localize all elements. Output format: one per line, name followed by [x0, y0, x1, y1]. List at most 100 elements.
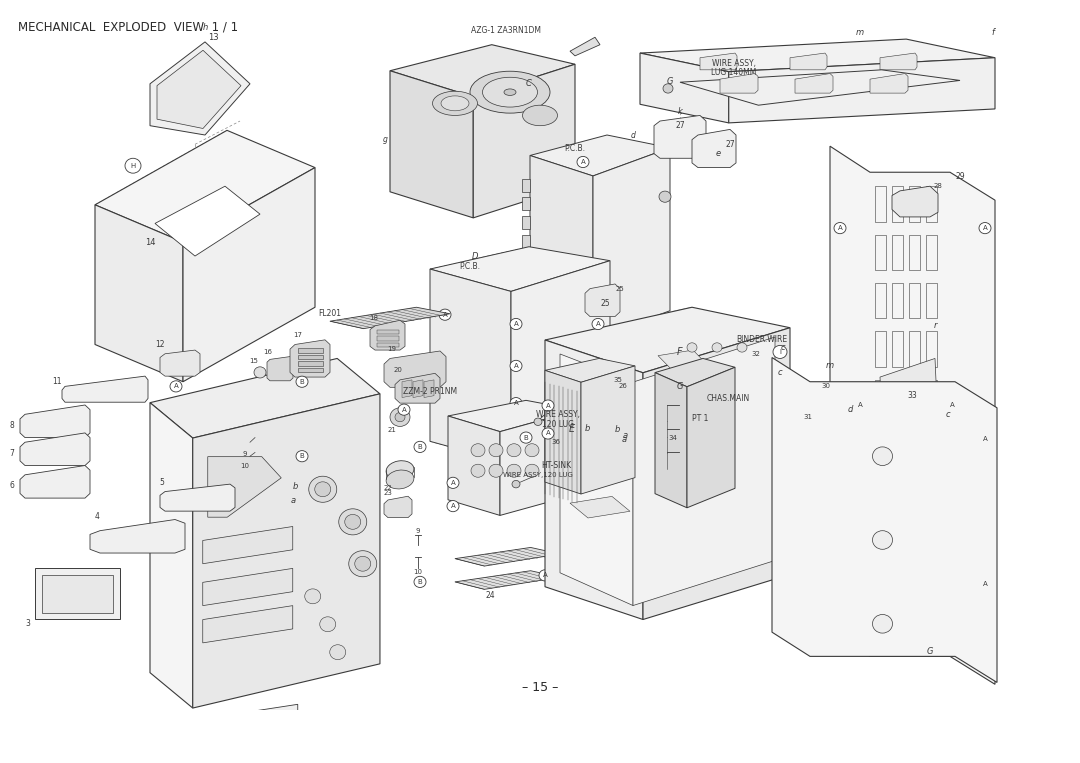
Text: 32: 32	[752, 351, 760, 357]
Text: I: I	[779, 349, 781, 355]
Text: AZG-1 ZA3RN1DM: AZG-1 ZA3RN1DM	[471, 26, 541, 35]
Polygon shape	[330, 307, 450, 329]
Text: 31: 31	[804, 414, 812, 420]
Circle shape	[399, 404, 410, 415]
Circle shape	[525, 444, 539, 457]
Circle shape	[510, 318, 522, 330]
Ellipse shape	[432, 92, 477, 115]
Text: r: r	[933, 321, 936, 330]
Circle shape	[305, 589, 321, 604]
Circle shape	[534, 418, 542, 426]
Text: a: a	[622, 431, 627, 440]
Polygon shape	[62, 376, 148, 402]
Circle shape	[170, 381, 183, 392]
Circle shape	[510, 360, 522, 372]
Circle shape	[507, 444, 521, 457]
Text: 26: 26	[619, 383, 627, 389]
Circle shape	[345, 514, 361, 530]
Polygon shape	[203, 568, 293, 606]
Text: A: A	[174, 383, 178, 389]
Polygon shape	[658, 397, 708, 417]
Text: A: A	[949, 402, 955, 408]
Polygon shape	[203, 606, 293, 643]
Bar	[298, 361, 323, 366]
Circle shape	[773, 346, 787, 359]
Text: 35: 35	[613, 377, 622, 383]
Circle shape	[395, 413, 405, 422]
Circle shape	[339, 509, 367, 535]
Polygon shape	[880, 53, 917, 70]
Text: 30: 30	[822, 383, 831, 389]
Text: 24: 24	[485, 591, 495, 600]
Text: a: a	[291, 497, 296, 505]
Text: 28: 28	[933, 183, 943, 189]
Polygon shape	[455, 571, 561, 589]
Circle shape	[329, 645, 346, 660]
Polygon shape	[156, 186, 260, 256]
Text: G: G	[927, 647, 933, 656]
Polygon shape	[570, 497, 630, 518]
Polygon shape	[687, 367, 735, 508]
Polygon shape	[880, 359, 940, 489]
Text: d: d	[631, 131, 635, 140]
Polygon shape	[581, 366, 635, 494]
Circle shape	[349, 551, 377, 577]
Circle shape	[712, 343, 723, 352]
Polygon shape	[511, 261, 610, 464]
Text: 3: 3	[26, 620, 30, 628]
Polygon shape	[207, 457, 281, 517]
Circle shape	[414, 576, 426, 588]
Text: A: A	[545, 403, 551, 408]
Polygon shape	[643, 328, 789, 620]
Polygon shape	[424, 380, 434, 398]
Text: 9: 9	[243, 452, 247, 457]
Polygon shape	[640, 39, 995, 72]
Polygon shape	[203, 526, 293, 564]
Circle shape	[978, 578, 991, 589]
Text: 19: 19	[388, 346, 396, 353]
Polygon shape	[789, 53, 827, 70]
Text: ZZM-2 PR1NM: ZZM-2 PR1NM	[403, 387, 457, 395]
Text: 29: 29	[955, 172, 964, 182]
Polygon shape	[875, 443, 930, 591]
Text: A: A	[514, 400, 518, 406]
Text: A: A	[450, 503, 456, 509]
Text: 5: 5	[160, 478, 164, 487]
Polygon shape	[413, 380, 423, 398]
Polygon shape	[570, 394, 630, 419]
Polygon shape	[593, 148, 670, 339]
Text: WIRE ASSY,: WIRE ASSY,	[536, 410, 580, 419]
Text: 14: 14	[145, 237, 156, 246]
Circle shape	[539, 570, 551, 581]
Polygon shape	[654, 372, 687, 508]
Text: HT-SINK: HT-SINK	[541, 461, 571, 470]
Polygon shape	[680, 70, 960, 105]
Text: b: b	[293, 482, 298, 491]
Circle shape	[438, 309, 451, 320]
Polygon shape	[95, 130, 315, 242]
Polygon shape	[370, 320, 405, 350]
Bar	[522, 234, 530, 248]
Polygon shape	[21, 405, 90, 438]
Polygon shape	[430, 269, 511, 464]
Text: BINDER.WIRE: BINDER.WIRE	[737, 335, 787, 344]
Text: 17: 17	[294, 332, 302, 338]
Ellipse shape	[504, 89, 516, 95]
Polygon shape	[633, 337, 775, 606]
Text: A: A	[514, 363, 518, 369]
Circle shape	[834, 223, 846, 233]
Text: A: A	[983, 225, 987, 231]
Text: A: A	[983, 581, 987, 587]
Polygon shape	[545, 370, 581, 494]
Text: f: f	[991, 28, 995, 37]
Text: A: A	[858, 402, 862, 408]
Text: 21: 21	[388, 427, 396, 433]
Polygon shape	[21, 433, 90, 465]
Polygon shape	[402, 380, 411, 398]
Circle shape	[507, 464, 521, 477]
Text: 16: 16	[264, 349, 272, 355]
Polygon shape	[654, 359, 735, 387]
Polygon shape	[384, 351, 446, 388]
Text: A: A	[545, 430, 551, 436]
Circle shape	[414, 441, 426, 452]
